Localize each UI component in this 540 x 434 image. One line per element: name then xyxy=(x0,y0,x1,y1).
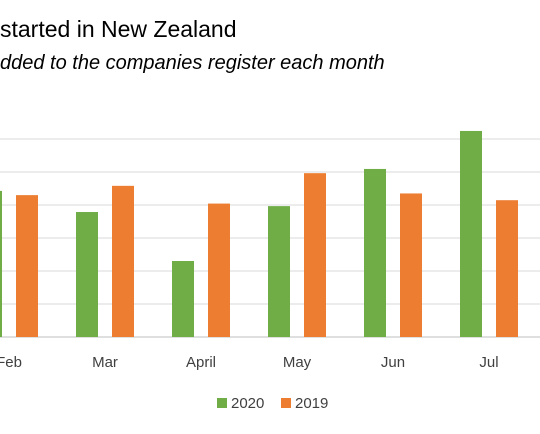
bar-2019-jun xyxy=(400,193,422,337)
bar-2019-mar xyxy=(112,185,134,337)
bar-2020-jul xyxy=(460,130,482,337)
bar-2020-april xyxy=(172,261,194,337)
chart-subtitle: dded to the companies register each mont… xyxy=(0,52,385,74)
legend-swatch-2019 xyxy=(281,398,291,408)
bar-2019-feb xyxy=(16,195,38,337)
x-axis-labels: Feb Mar April May Jun Jul xyxy=(0,354,499,371)
bar-2020-may xyxy=(268,206,290,337)
legend-swatch-2020 xyxy=(217,398,227,408)
x-tick-label: Mar xyxy=(92,354,118,371)
bar-2019-april xyxy=(208,203,230,337)
legend: 2020 2019 xyxy=(217,395,328,412)
x-tick-label: Jul xyxy=(479,354,498,371)
legend-label-2019: 2019 xyxy=(295,395,328,412)
bar-2020-feb xyxy=(0,190,2,337)
x-tick-label: April xyxy=(186,354,216,371)
x-tick-label: May xyxy=(283,354,312,371)
bar-2019-may xyxy=(304,173,326,337)
bar-2020-mar xyxy=(76,212,98,337)
x-tick-label: Jun xyxy=(381,354,405,371)
x-tick-label: Feb xyxy=(0,354,22,371)
bars xyxy=(0,130,518,337)
chart-title: started in New Zealand xyxy=(0,16,237,42)
bar-2019-jul xyxy=(496,200,518,337)
legend-label-2020: 2020 xyxy=(231,395,264,412)
bar-2020-jun xyxy=(364,168,386,337)
